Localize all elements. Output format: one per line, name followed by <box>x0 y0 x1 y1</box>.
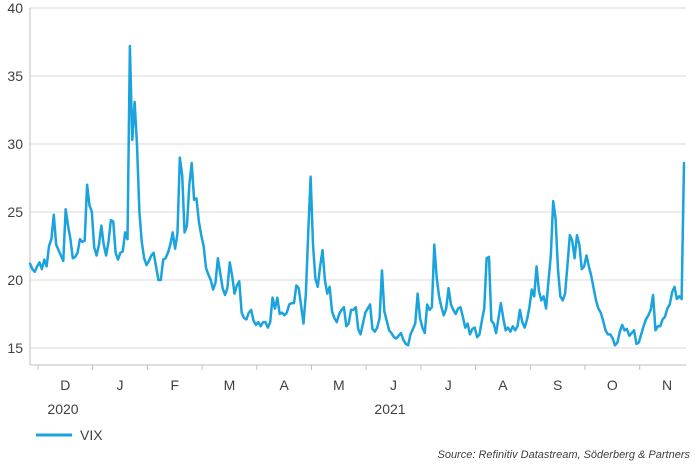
y-tick-label: 30 <box>7 136 23 152</box>
year-label: 2021 <box>374 401 405 417</box>
x-tick-label: J <box>117 377 124 393</box>
x-tick-label: F <box>170 377 179 393</box>
series-line-vix <box>28 44 686 347</box>
source-note: Source: Refinitiv Datastream, Söderberg … <box>437 449 690 461</box>
x-tick-label: D <box>60 377 70 393</box>
y-tick-label: 40 <box>7 0 23 16</box>
x-tick-label: J <box>445 377 452 393</box>
x-tick-label: M <box>333 377 345 393</box>
x-tick-label: O <box>607 377 618 393</box>
x-tick-label: A <box>498 377 508 393</box>
x-tick-label: J <box>390 377 397 393</box>
legend-label-vix: VIX <box>80 427 103 443</box>
x-tick-label: S <box>553 377 562 393</box>
series-layer <box>28 44 686 347</box>
year-labels: 2020 2021 <box>47 401 405 417</box>
axes <box>29 8 686 366</box>
year-label: 2020 <box>47 401 78 417</box>
x-tick-label: M <box>224 377 236 393</box>
y-tick-labels: 15 20 25 30 35 40 <box>7 0 23 356</box>
y-tick-label: 15 <box>7 340 23 356</box>
x-tick-label: A <box>279 377 289 393</box>
x-tick-label: N <box>662 377 672 393</box>
y-tick-label: 20 <box>7 272 23 288</box>
y-tick-label: 35 <box>7 68 23 84</box>
y-tick-label: 25 <box>7 204 23 220</box>
legend: VIX <box>36 427 103 443</box>
